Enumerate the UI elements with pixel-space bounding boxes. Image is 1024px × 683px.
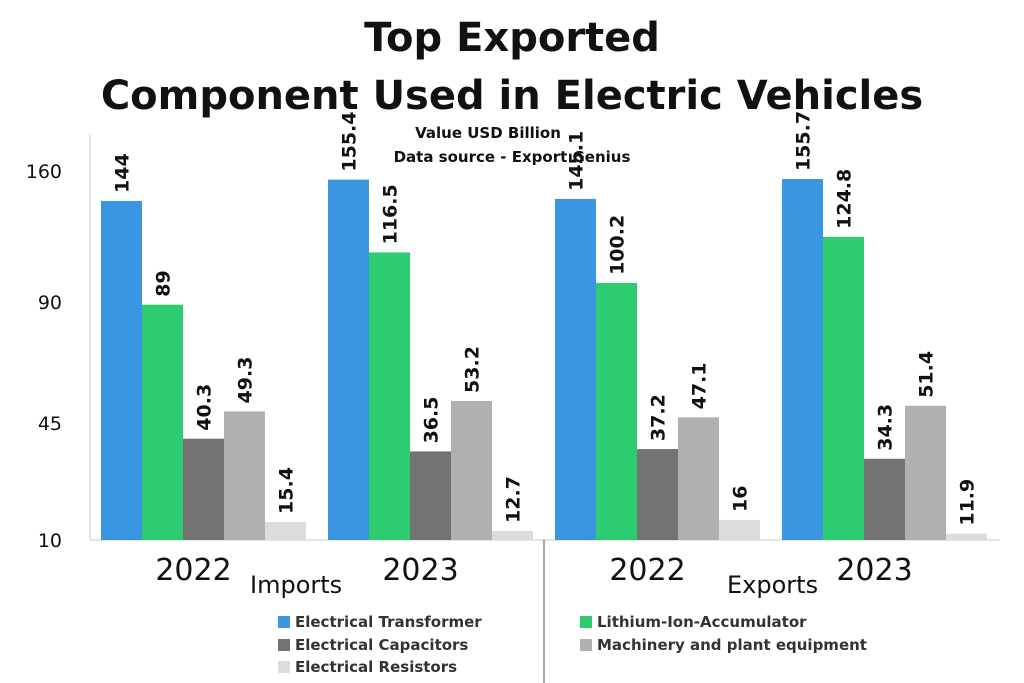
data-label: 145.1	[566, 131, 588, 191]
data-label: 124.8	[834, 169, 856, 229]
group-label-exports: Exports	[727, 571, 819, 599]
bar	[369, 252, 410, 540]
data-label: 155.7	[793, 111, 815, 171]
data-label: 47.1	[689, 362, 711, 409]
data-label: 116.5	[380, 184, 402, 244]
y-tick-label: 160	[26, 161, 62, 183]
legend-swatch	[278, 616, 290, 628]
data-label: 155.4	[339, 111, 361, 171]
bar	[224, 411, 265, 540]
data-label: 40.3	[194, 384, 216, 431]
data-label: 89	[153, 270, 175, 296]
group-label-imports: Imports	[250, 571, 343, 599]
bar	[451, 400, 492, 540]
data-label: 53.2	[462, 346, 484, 393]
chart-title-line-2: Component Used in Electric Vehicles	[100, 73, 924, 119]
data-label: 16	[730, 485, 752, 511]
data-label: 144	[112, 153, 134, 193]
data-label: 12.7	[503, 476, 525, 523]
bar	[142, 304, 183, 540]
legend-swatch	[278, 661, 290, 673]
legend-label: Lithium-Ion-Accumulator	[597, 613, 807, 631]
bar	[555, 198, 596, 541]
legend-item-machinery-and-plant-equipment: Machinery and plant equipment	[580, 636, 867, 654]
x-category-label: 2023	[836, 553, 912, 588]
bar	[183, 438, 224, 540]
bar	[492, 530, 533, 540]
chart-subtitle-source: Data source - Export Genius	[393, 148, 631, 166]
bar	[328, 179, 369, 540]
bar	[782, 179, 823, 540]
chart-title-line-1: Top Exported	[364, 15, 660, 61]
bar	[265, 521, 306, 540]
legend-item-electrical-resistors: Electrical Resistors	[278, 658, 457, 676]
bar	[905, 405, 946, 540]
data-label: 37.2	[648, 394, 670, 441]
bar	[719, 519, 760, 540]
legend-swatch	[278, 639, 290, 651]
chart-subtitle-unit: Value USD Billion	[415, 124, 561, 142]
bar	[864, 458, 905, 540]
data-label: 100.2	[607, 215, 629, 275]
bar	[946, 533, 987, 540]
x-category-label: 2022	[155, 553, 231, 588]
data-label: 11.9	[957, 479, 979, 526]
legend-label: Machinery and plant equipment	[597, 636, 867, 654]
y-tick-label: 10	[38, 530, 62, 552]
bar	[596, 282, 637, 540]
bar	[823, 236, 864, 541]
legend-item-lithium-ion-accumulator: Lithium-Ion-Accumulator	[580, 613, 807, 631]
data-label: 51.4	[916, 351, 938, 398]
data-label: 15.4	[276, 467, 298, 514]
data-label: 36.5	[421, 397, 443, 444]
legend-label: Electrical Resistors	[295, 658, 458, 676]
bar	[678, 417, 719, 540]
legend-swatch	[580, 639, 592, 651]
x-category-label: 2022	[609, 553, 685, 588]
x-category-label: 2023	[382, 553, 458, 588]
legend-label: Electrical Capacitors	[295, 636, 469, 654]
legend-item-electrical-capacitors: Electrical Capacitors	[278, 636, 468, 654]
bar	[101, 200, 142, 540]
bar	[410, 451, 451, 540]
legend-label: Electrical Transformer	[295, 613, 482, 631]
y-tick-label: 45	[38, 413, 62, 435]
data-label: 34.3	[875, 404, 897, 451]
legend-item-electrical-transformer: Electrical Transformer	[278, 613, 482, 631]
y-tick-label: 90	[38, 292, 62, 314]
data-label: 49.3	[235, 357, 257, 404]
bar	[637, 449, 678, 540]
legend-swatch	[580, 616, 592, 628]
